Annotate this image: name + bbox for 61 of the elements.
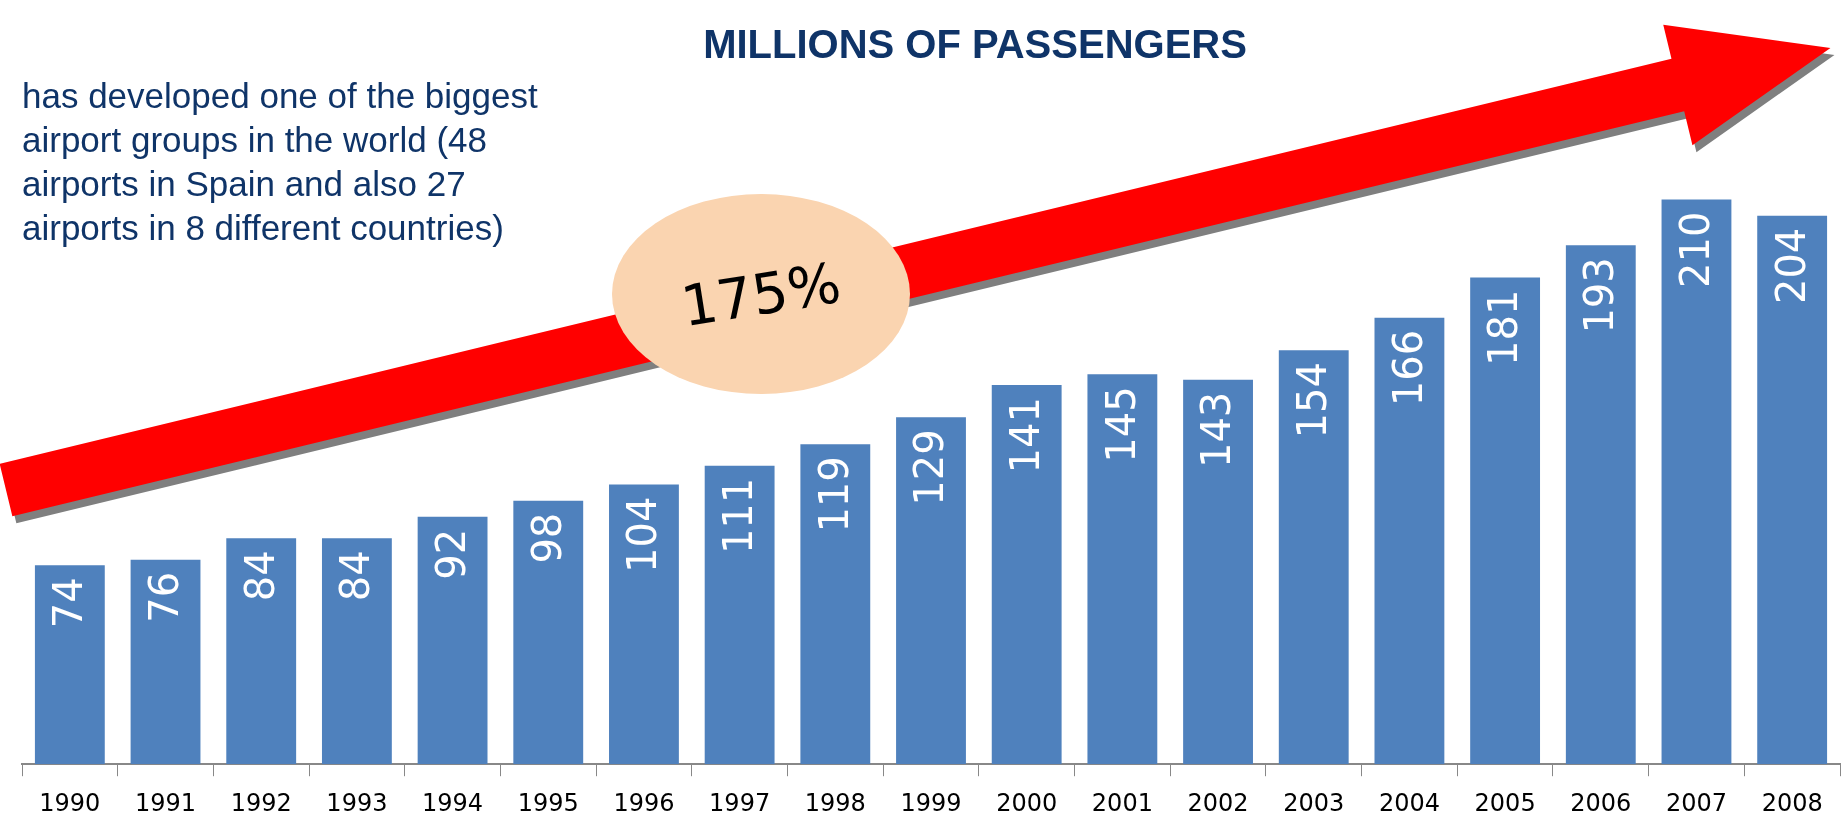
x-tick-label: 2003 bbox=[1283, 788, 1345, 817]
x-tick-label: 2006 bbox=[1570, 788, 1632, 817]
data-label: 84 bbox=[332, 550, 379, 602]
data-label: 104 bbox=[619, 496, 666, 573]
data-label: 166 bbox=[1384, 329, 1431, 407]
data-label: 111 bbox=[715, 477, 762, 555]
bar bbox=[704, 465, 775, 765]
bar bbox=[34, 565, 105, 765]
bar bbox=[1278, 350, 1349, 765]
x-tick-label: 1998 bbox=[804, 788, 866, 817]
x-tick-label: 1992 bbox=[230, 788, 292, 817]
bar bbox=[1183, 379, 1253, 765]
bar bbox=[1374, 317, 1445, 765]
bar bbox=[991, 385, 1062, 765]
bar bbox=[417, 516, 488, 765]
bar bbox=[226, 538, 297, 765]
ellipse-shape: 175% bbox=[612, 194, 910, 394]
x-tick-label: 1991 bbox=[134, 788, 197, 817]
chart-title: MILLIONS OF PASSENGERS bbox=[702, 22, 1248, 67]
x-tick-label: 2007 bbox=[1665, 788, 1728, 817]
data-label: 119 bbox=[810, 456, 857, 533]
data-label: 210 bbox=[1671, 211, 1718, 288]
data-label: 145 bbox=[1097, 386, 1144, 463]
annotation: 175% bbox=[676, 249, 846, 339]
x-tick-label: 2000 bbox=[996, 788, 1058, 817]
bar bbox=[321, 538, 392, 765]
x-tick-label: 2001 bbox=[1091, 788, 1153, 817]
x-tick-label: 2005 bbox=[1474, 788, 1536, 817]
x-tick-label: 1990 bbox=[39, 788, 101, 817]
x-tick-label: 1993 bbox=[326, 788, 388, 817]
data-label: 204 bbox=[1767, 227, 1814, 305]
bar bbox=[130, 559, 201, 765]
bar bbox=[1565, 245, 1636, 765]
bar bbox=[1087, 374, 1158, 765]
bar bbox=[1661, 199, 1732, 765]
data-label: 129 bbox=[906, 429, 953, 506]
x-tick-label: 2004 bbox=[1378, 788, 1440, 817]
data-label: 193 bbox=[1576, 257, 1623, 334]
x-tick-label: 2008 bbox=[1761, 788, 1823, 817]
x-tick-label: 1996 bbox=[613, 788, 675, 817]
data-label: 98 bbox=[523, 512, 570, 564]
data-label: 143 bbox=[1193, 391, 1240, 469]
x-tick-label: 2002 bbox=[1187, 788, 1249, 817]
data-label: 74 bbox=[45, 577, 92, 629]
bar bbox=[800, 444, 871, 765]
x-tick-label: 1997 bbox=[709, 788, 771, 817]
data-label: 84 bbox=[236, 550, 283, 602]
data-label: 76 bbox=[140, 571, 187, 623]
bar bbox=[1757, 215, 1828, 765]
bar bbox=[609, 484, 679, 765]
data-label: 181 bbox=[1480, 289, 1527, 366]
bar bbox=[513, 500, 584, 765]
x-tick-label: 1995 bbox=[517, 788, 579, 817]
data-label: 141 bbox=[1002, 397, 1049, 474]
x-tick-label: 1999 bbox=[900, 788, 962, 817]
bar bbox=[896, 417, 966, 765]
x-tick-label: 1994 bbox=[422, 788, 484, 817]
data-label: 92 bbox=[427, 528, 474, 580]
data-label: 154 bbox=[1289, 362, 1336, 439]
bar bbox=[1470, 277, 1541, 765]
annotation: has developed one of the biggest airport groups in the world (48 airports in Spain and also 27 airports in 8 different countries) bbox=[22, 75, 539, 249]
